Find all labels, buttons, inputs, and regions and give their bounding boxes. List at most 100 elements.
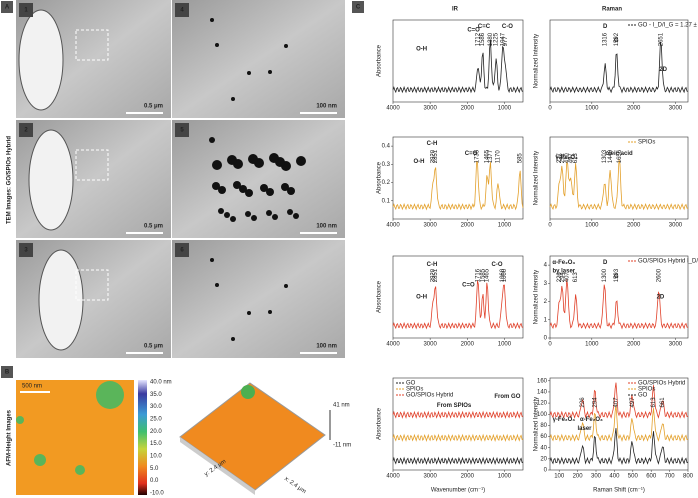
peak-label: 294 xyxy=(592,397,598,408)
y-tick-label: 20 xyxy=(540,456,547,462)
peak-label: 1380 xyxy=(488,32,494,46)
nanoparticle xyxy=(260,184,268,192)
nanoparticle xyxy=(231,97,235,101)
peak-label: 2920 xyxy=(431,268,437,282)
peak-name: α-Fe₂O₃ xyxy=(552,260,575,266)
x-tick-label: 800 xyxy=(683,474,694,480)
colorbar-label: 0.0 xyxy=(150,478,159,484)
x-tick-label: 600 xyxy=(646,474,657,480)
panel-label-box xyxy=(1,1,13,13)
nanoparticle xyxy=(231,337,235,341)
y-tick-label: 1 xyxy=(544,317,548,323)
x-tick-label: 1000 xyxy=(498,223,512,229)
colorbar-label: 30.0 xyxy=(150,404,162,410)
y-axis-label: Normalized Intensity xyxy=(534,151,540,205)
peak-name: D xyxy=(603,24,608,30)
peak-label: 1716 xyxy=(475,268,481,282)
peak-label: 294 xyxy=(560,272,566,283)
nanoparticle xyxy=(233,181,241,189)
plot-frame xyxy=(549,255,689,339)
y-tick-label: 60 xyxy=(540,434,547,440)
nanoparticle xyxy=(245,189,253,197)
nanoparticle xyxy=(247,71,251,75)
nanoparticle xyxy=(230,216,236,222)
peak-label: 2920 xyxy=(431,149,437,163)
peak-label: 410 xyxy=(565,153,571,164)
legend-label: SPIOs xyxy=(638,387,655,393)
nanoparticle xyxy=(266,188,274,196)
afm-feature xyxy=(75,465,85,475)
scale-label: 100 nm xyxy=(316,344,337,350)
nanoparticle xyxy=(227,155,237,165)
peak-name: by laser xyxy=(552,268,575,274)
colorbar-label: 10.0 xyxy=(150,454,162,460)
afm-feature xyxy=(34,454,46,466)
peak-name: C=O xyxy=(467,27,480,33)
number-box xyxy=(19,243,33,257)
peak-label: 2651 xyxy=(658,32,664,46)
panel-label: C xyxy=(356,5,361,11)
colorbar-label: 20.0 xyxy=(150,429,162,435)
nanoparticle xyxy=(224,212,230,218)
peak-label: 1712 xyxy=(476,32,482,46)
scale-label: 100 nm xyxy=(316,104,337,110)
x-tick-label: 1000 xyxy=(498,474,512,480)
y-axis-label: Absorbance xyxy=(377,407,383,440)
colorbar-label: 35.0 xyxy=(150,392,162,398)
plot-frame xyxy=(392,377,524,471)
x-tick-label: 2000 xyxy=(461,474,475,480)
spectrum xyxy=(392,433,524,443)
peak-label: 613 xyxy=(651,397,657,408)
nanoparticle xyxy=(287,209,293,215)
peak-label: 1000 xyxy=(502,268,508,282)
nanoparticle xyxy=(215,283,219,287)
x-tick-label: 3000 xyxy=(423,474,437,480)
peak-label: 407 xyxy=(565,272,571,283)
panel-label-box xyxy=(352,1,364,13)
peak-name: G xyxy=(614,38,619,44)
colorbar-label: 40.0 nm xyxy=(150,380,172,386)
peak-label: 497 xyxy=(568,153,574,164)
x-axis-title: Wavenumber (cm⁻¹) xyxy=(431,488,485,494)
spectrum xyxy=(549,159,689,211)
peak-name: C=O xyxy=(465,151,478,157)
peak-label: 1225 xyxy=(494,32,500,46)
plot-frame xyxy=(392,136,524,220)
peak-label: 661 xyxy=(660,397,666,408)
tem-hole xyxy=(38,249,84,351)
nanoparticle xyxy=(272,214,278,220)
y-tick-label: 140 xyxy=(537,390,548,396)
spectrum xyxy=(392,160,524,211)
image-number: 3 xyxy=(24,248,28,254)
image-number: 4 xyxy=(180,8,184,14)
colorbar xyxy=(138,380,147,495)
x-tick-label: 3000 xyxy=(669,342,683,348)
peak-label: 1047 xyxy=(500,32,506,46)
image-number: 1 xyxy=(24,8,28,14)
nanoparticle xyxy=(284,284,288,288)
legend-label: GO - I_D/I_G = 1.27 ± 0.03 xyxy=(638,23,698,29)
y-axis-label: Normalized Intensity xyxy=(534,34,540,88)
colorbar-label: 25.0 xyxy=(150,417,162,423)
nanoparticle xyxy=(247,311,251,315)
peak-name: oleic acid xyxy=(605,151,633,157)
y-axis-label: Normalized Intensity xyxy=(534,397,540,451)
nanoparticle xyxy=(210,258,214,262)
tem-roi xyxy=(75,29,109,61)
scale-label: 0.5 μm xyxy=(144,344,163,350)
afm-3d-peak xyxy=(241,385,255,399)
legend-label: SPIOs xyxy=(406,387,423,393)
spectrum xyxy=(549,405,689,442)
peak-name: C-O xyxy=(492,262,503,268)
peak-label: 292 xyxy=(560,153,566,164)
y-axis-label: Absorbance xyxy=(377,161,383,194)
x-tick-label: 4000 xyxy=(386,223,400,229)
peak-name: 2D xyxy=(657,295,665,301)
x-tick-label: 500 xyxy=(628,474,639,480)
nanoparticle xyxy=(239,185,247,193)
nanoparticle xyxy=(287,187,295,195)
y-axis-label: Absorbance xyxy=(377,44,383,77)
ir-title: IR xyxy=(452,7,459,13)
nanoparticle xyxy=(210,18,214,22)
peak-label: 1593 xyxy=(614,268,620,282)
